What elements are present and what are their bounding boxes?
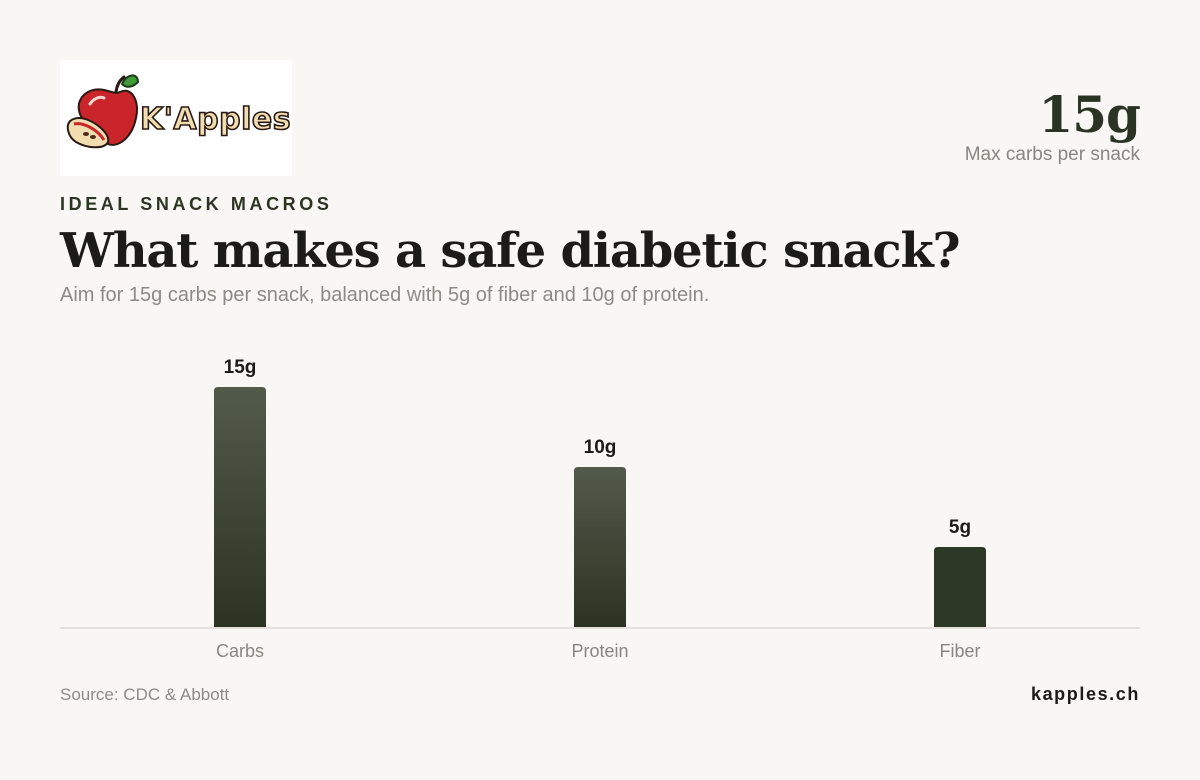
tick-label-fiber: Fiber: [939, 641, 980, 661]
page-title: What makes a safe diabetic snack?: [60, 223, 961, 279]
apple-logo-icon: K'Apples: [66, 74, 291, 149]
kpi-value: 15g: [1038, 85, 1141, 144]
brand-logo-text: K'Apples: [140, 102, 291, 137]
bar-protein: [574, 467, 626, 627]
eyebrow-label: IDEAL SNACK MACROS: [60, 194, 333, 214]
data-label-protein: 10g: [584, 437, 617, 458]
tick-label-protein: Protein: [571, 641, 628, 661]
page-subtitle: Aim for 15g carbs per snack, balanced wi…: [60, 284, 710, 306]
bar-carbs: [214, 387, 266, 627]
data-label-carbs: 15g: [224, 357, 257, 378]
bar-fiber: [934, 547, 986, 627]
source-note: Source: CDC & Abbott: [60, 685, 230, 704]
brand-logo: K'Apples: [60, 60, 292, 176]
kpi-label: Max carbs per snack: [964, 144, 1140, 165]
site-link[interactable]: kapples.ch: [1030, 684, 1140, 704]
data-label-fiber: 5g: [949, 517, 971, 538]
kpi-block: 15g Max carbs per snack: [964, 85, 1141, 166]
tick-label-carbs: Carbs: [216, 641, 264, 661]
